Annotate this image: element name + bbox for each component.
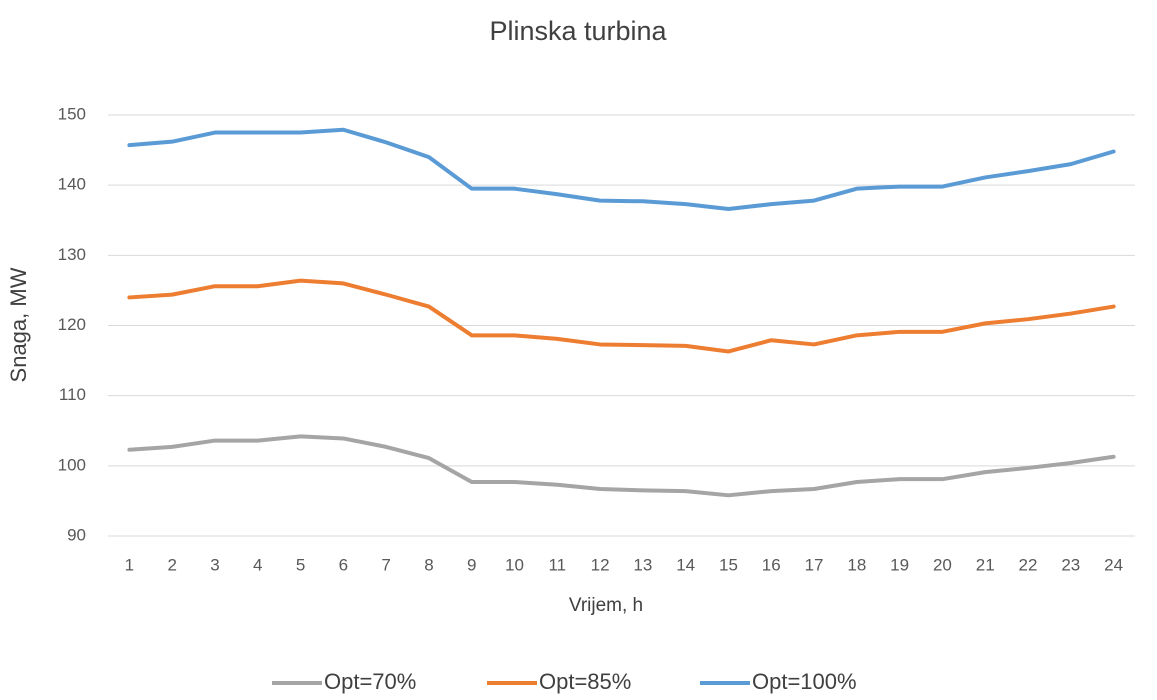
y-tick-label: 130 xyxy=(58,245,86,264)
x-tick-label: 7 xyxy=(381,555,390,574)
x-tick-label: 5 xyxy=(296,555,305,574)
x-tick-label: 24 xyxy=(1104,555,1123,574)
legend-label: Opt=100% xyxy=(752,669,857,694)
y-tick-label: 110 xyxy=(59,385,86,404)
x-tick-label: 3 xyxy=(210,555,219,574)
x-tick-label: 10 xyxy=(505,555,524,574)
legend-label: Opt=70% xyxy=(324,669,416,694)
y-tick-label: 140 xyxy=(58,175,86,194)
x-tick-label: 20 xyxy=(933,555,952,574)
x-tick-label: 15 xyxy=(719,555,738,574)
chart-title: Plinska turbina xyxy=(489,16,667,46)
y-tick-label: 120 xyxy=(58,315,86,334)
x-tick-label: 8 xyxy=(424,555,433,574)
series-line xyxy=(127,127,1116,212)
y-tick-label: 150 xyxy=(58,104,86,123)
x-tick-label: 21 xyxy=(976,555,995,574)
x-tick-label: 22 xyxy=(1019,555,1038,574)
x-tick-label: 11 xyxy=(548,555,566,574)
series-line xyxy=(127,278,1116,354)
y-tick-label: 90 xyxy=(67,525,86,544)
y-tick-label: 100 xyxy=(58,455,86,474)
series-line xyxy=(127,434,1116,498)
x-tick-label: 18 xyxy=(847,555,866,574)
x-tick-label: 6 xyxy=(339,555,348,574)
x-tick-label: 9 xyxy=(467,555,476,574)
x-tick-label: 4 xyxy=(253,555,262,574)
x-tick-label: 14 xyxy=(676,555,695,574)
x-tick-label: 23 xyxy=(1061,555,1080,574)
x-tick-label: 1 xyxy=(125,555,134,574)
x-tick-label: 13 xyxy=(633,555,652,574)
x-axis-label: Vrijem, h xyxy=(569,595,643,616)
x-tick-label: 19 xyxy=(890,555,909,574)
x-tick-label: 16 xyxy=(762,555,781,574)
x-tick-label: 17 xyxy=(805,555,824,574)
y-axis-label: Snaga, MW xyxy=(6,267,31,382)
x-tick-label: 12 xyxy=(591,555,610,574)
legend-label: Opt=85% xyxy=(539,669,631,694)
x-tick-label: 2 xyxy=(167,555,176,574)
